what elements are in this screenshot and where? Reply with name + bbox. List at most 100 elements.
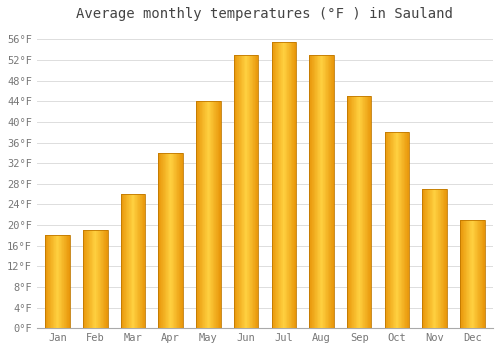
Bar [196,101,220,328]
Bar [234,55,258,328]
Bar [256,55,257,328]
Bar [59,235,60,328]
Bar [422,189,447,328]
Bar [294,42,295,328]
Bar [178,153,179,328]
Bar [428,189,429,328]
Bar [273,42,274,328]
Bar [353,96,354,328]
Bar [392,132,393,328]
Bar [314,55,315,328]
Bar [170,153,172,328]
Bar [133,194,134,328]
Bar [396,132,397,328]
Bar [348,96,349,328]
Bar [84,230,85,328]
Bar [434,189,435,328]
Bar [482,220,484,328]
Bar [56,235,57,328]
Bar [279,42,280,328]
Bar [401,132,402,328]
Bar [219,101,220,328]
Bar [473,220,474,328]
Bar [158,153,183,328]
Bar [96,230,97,328]
Bar [436,189,437,328]
Bar [252,55,253,328]
Bar [287,42,288,328]
Bar [83,230,84,328]
Bar [216,101,217,328]
Bar [472,220,473,328]
Bar [208,101,209,328]
Bar [85,230,86,328]
Bar [322,55,324,328]
Bar [311,55,312,328]
Bar [398,132,400,328]
Bar [172,153,173,328]
Bar [463,220,464,328]
Bar [210,101,211,328]
Bar [390,132,391,328]
Bar [245,55,246,328]
Bar [100,230,101,328]
Bar [284,42,285,328]
Bar [295,42,296,328]
Bar [122,194,123,328]
Bar [180,153,181,328]
Bar [66,235,68,328]
Bar [54,235,55,328]
Bar [103,230,104,328]
Bar [280,42,281,328]
Bar [350,96,351,328]
Bar [138,194,139,328]
Bar [326,55,327,328]
Bar [244,55,245,328]
Bar [310,55,311,328]
Bar [46,235,70,328]
Bar [288,42,290,328]
Bar [90,230,91,328]
Bar [169,153,170,328]
Bar [478,220,479,328]
Bar [93,230,94,328]
Bar [120,194,122,328]
Bar [330,55,332,328]
Bar [328,55,329,328]
Bar [480,220,481,328]
Bar [275,42,276,328]
Bar [130,194,131,328]
Bar [466,220,467,328]
Bar [479,220,480,328]
Bar [468,220,469,328]
Bar [476,220,477,328]
Bar [236,55,237,328]
Bar [278,42,279,328]
Bar [393,132,394,328]
Bar [243,55,244,328]
Bar [470,220,471,328]
Bar [362,96,363,328]
Bar [438,189,439,328]
Bar [402,132,403,328]
Bar [361,96,362,328]
Bar [329,55,330,328]
Bar [69,235,70,328]
Bar [175,153,176,328]
Bar [241,55,242,328]
Bar [250,55,251,328]
Bar [257,55,258,328]
Bar [144,194,145,328]
Bar [439,189,440,328]
Bar [60,235,61,328]
Bar [389,132,390,328]
Bar [196,101,198,328]
Bar [460,220,462,328]
Bar [272,42,273,328]
Bar [47,235,48,328]
Bar [272,42,296,328]
Bar [89,230,90,328]
Bar [423,189,424,328]
Bar [274,42,275,328]
Bar [325,55,326,328]
